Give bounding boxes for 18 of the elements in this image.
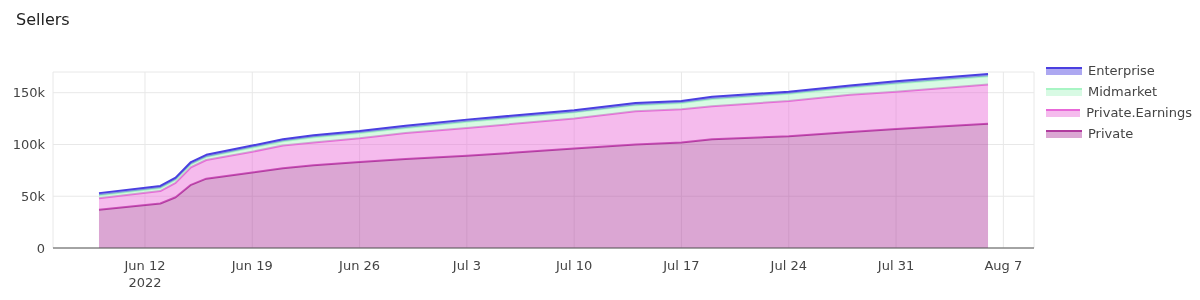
y-tick-label: 150k [12, 85, 46, 101]
x-tick-label: Jun 26 [338, 258, 381, 273]
y-tick-label: 100k [12, 137, 46, 153]
legend-label: Midmarket [1088, 84, 1158, 99]
x-tick-label: Jul 31 [876, 258, 915, 273]
x-tick-label: Jun 12 2022 [123, 258, 166, 290]
y-tick-label: 0 [36, 240, 45, 256]
x-tick-label: Jul 10 [554, 258, 593, 273]
x-tick-label: Jul 24 [769, 258, 807, 273]
x-tick-label: Jul 17 [662, 258, 700, 273]
legend-label: Enterprise [1088, 63, 1155, 78]
chart-title: Sellers [16, 10, 70, 29]
legend-label: Private.Earnings [1086, 105, 1192, 120]
x-tick-label: Aug 7 [984, 258, 1023, 273]
x-tick-label: Jul 3 [451, 258, 481, 273]
x-tick-label: Jun 19 [230, 258, 273, 273]
y-tick-label: 50k [20, 188, 46, 204]
legend-label: Private [1088, 126, 1134, 141]
